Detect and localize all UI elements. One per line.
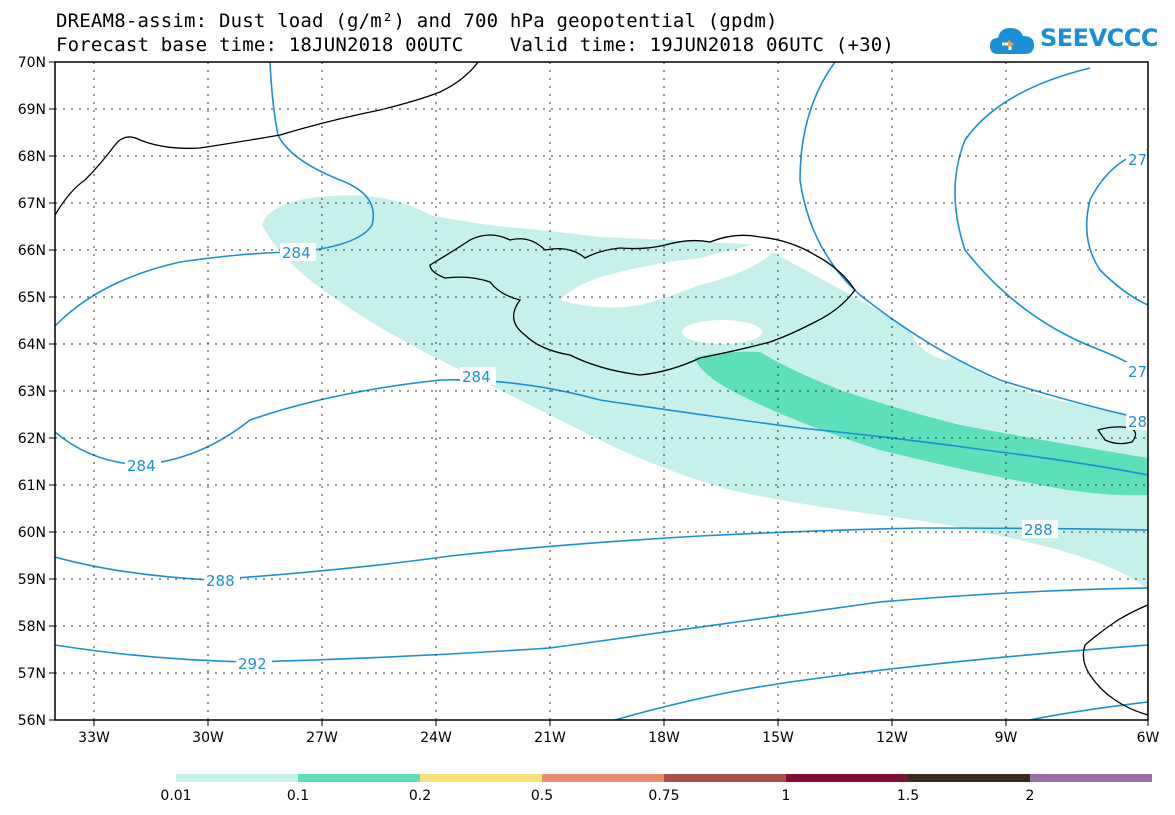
lon-label: 15W <box>762 730 794 746</box>
dust-gap-south <box>682 320 762 344</box>
lon-label: 27W <box>306 730 338 746</box>
lat-label: 62N <box>18 431 46 447</box>
map-title-line2: Forecast base time: 18JUN2018 00UTC Vali… <box>56 34 895 56</box>
lat-label: 56N <box>18 713 46 729</box>
faroe-coast <box>1096 426 1137 445</box>
contour-284-south <box>55 379 1148 476</box>
colorbar-label: 2 <box>1026 788 1035 804</box>
colorbar-label: 0.75 <box>648 788 679 804</box>
colorbar-label: 0.2 <box>409 788 431 804</box>
lat-label: 60N <box>18 525 46 541</box>
colorbar-segment <box>908 774 1030 782</box>
lon-label: 24W <box>420 730 452 746</box>
lat-label: 69N <box>18 102 46 118</box>
contour-label: 288 <box>1024 521 1053 539</box>
lat-label: 66N <box>18 243 46 259</box>
lat-label: 59N <box>18 572 46 588</box>
lat-label: 67N <box>18 196 46 212</box>
lat-label: 63N <box>18 384 46 400</box>
colorbar-segment <box>542 774 664 782</box>
contour-label: 284 <box>282 244 311 262</box>
logo-text: SEEVCCC <box>1040 24 1159 52</box>
lon-label: 9W <box>995 730 1018 746</box>
colorbar-segment <box>1030 774 1152 782</box>
contour-label: 27 <box>1128 363 1147 381</box>
colorbar-label: 1 <box>782 788 791 804</box>
lat-label: 68N <box>18 149 46 165</box>
tick-marks <box>49 61 1149 726</box>
contour-27-inner <box>1085 149 1148 306</box>
lat-label: 64N <box>18 337 46 353</box>
lon-label: 18W <box>648 730 680 746</box>
contour-28-east <box>799 62 1148 421</box>
contour-27-outer <box>954 67 1148 376</box>
colorbar-segment <box>786 774 908 782</box>
colorbar: 0.01 0.1 0.2 0.5 0.75 1 1.5 2 <box>160 774 1152 804</box>
contour-296-segment <box>614 644 1148 720</box>
colorbar-segment <box>664 774 786 782</box>
dust-plume-low <box>262 195 1148 590</box>
colorbar-label: 1.5 <box>897 788 919 804</box>
contour-300-segment <box>1029 701 1148 720</box>
contour-label: 284 <box>127 457 156 475</box>
contour-292 <box>55 587 1148 663</box>
lat-label: 58N <box>18 619 46 635</box>
lat-label: 65N <box>18 290 46 306</box>
graticule <box>55 62 1148 720</box>
dust-gap-north <box>560 240 774 308</box>
greenland-coast <box>55 62 479 216</box>
contour-label: 284 <box>462 368 491 386</box>
lat-label: 57N <box>18 666 46 682</box>
iceland-coast <box>429 234 856 376</box>
lat-label: 70N <box>18 55 46 71</box>
contour-label: 27 <box>1128 151 1147 169</box>
longitude-labels: 33W 30W 27W 24W 21W 18W 15W 12W 9W 6W <box>78 730 1159 746</box>
colorbar-segment <box>298 774 420 782</box>
colorbar-label: 0.5 <box>531 788 553 804</box>
colorbar-segment <box>176 774 298 782</box>
contour-label: 28 <box>1128 413 1147 431</box>
dust-plume-mid <box>695 351 1148 496</box>
lon-label: 21W <box>534 730 566 746</box>
colorbar-segment <box>420 774 542 782</box>
colorbar-label: 0.1 <box>287 788 309 804</box>
seevccc-logo: SEEVCCC <box>988 18 1163 60</box>
colorbar-label: 0.01 <box>160 788 191 804</box>
lat-label: 61N <box>18 478 46 494</box>
latitude-labels: 70N 69N 68N 67N 66N 65N 64N 63N 62N 61N … <box>18 55 46 729</box>
lon-label: 33W <box>78 730 110 746</box>
contour-labels: 284 284 284 288 288 292 27 27 28 <box>125 150 1148 673</box>
dust-gap-east <box>905 321 959 360</box>
contour-284-north <box>55 62 374 327</box>
map-title-line1: DREAM8-assim: Dust load (g/m²) and 700 h… <box>56 10 778 32</box>
contour-label: 288 <box>206 572 235 590</box>
lon-label: 12W <box>876 730 908 746</box>
cloud-icon <box>990 28 1034 54</box>
lon-label: 30W <box>192 730 224 746</box>
lon-label: 6W <box>1137 730 1160 746</box>
contour-label: 292 <box>238 655 267 673</box>
